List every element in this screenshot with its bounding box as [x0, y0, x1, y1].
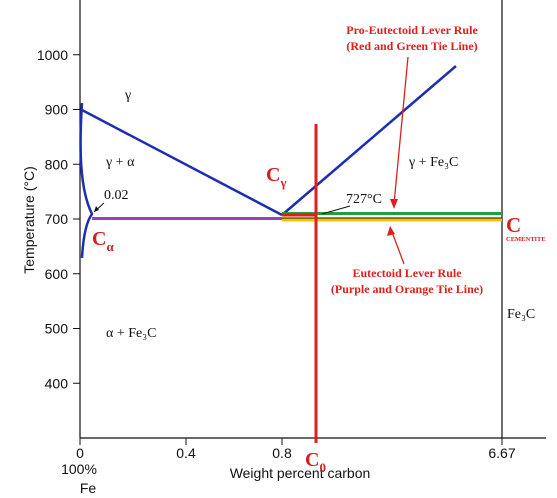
y-tick-label: 900	[45, 102, 69, 118]
tie-lines	[92, 124, 502, 443]
y-tick-label: 400	[45, 375, 69, 391]
origin-note-line2: Fe	[80, 480, 97, 496]
eutectoid-subtitle: (Purple and Orange Tie Line)	[331, 282, 483, 296]
c-cementite-subscript: CEMENTITE	[506, 236, 546, 243]
eutectoid-arrow	[391, 231, 405, 265]
pro-eutectoid-title: Pro-Eutectoid Lever Rule	[346, 23, 478, 37]
c-zero-subscript: 0	[319, 460, 326, 475]
y-tick-label: 500	[45, 321, 69, 337]
a3-line	[81, 108, 283, 217]
origin-note-line1: 100%	[61, 461, 97, 477]
c-gamma-label: Cγ	[266, 164, 287, 190]
x-tick-label: 6.67	[488, 445, 515, 461]
c-alpha-label: Cα	[92, 228, 114, 254]
c-gamma-subscript: γ	[279, 175, 286, 190]
temperature-label-727: 727°C	[346, 192, 382, 207]
y-axis-title: Temperature (°C)	[21, 166, 37, 274]
x-tick-label: 0.4	[176, 445, 196, 461]
alpha-solvus-line	[79, 102, 94, 259]
phase-label-fe3c: Fe₃C	[507, 307, 535, 322]
chart-axes: 400 500 600 700 800 900 1000 0 0.4 0.8 6.67 Tempera…	[21, 0, 546, 496]
phase-label-gamma: γ	[124, 88, 131, 103]
pro-eutectoid-subtitle: (Red and Green Tie Line)	[346, 39, 477, 53]
x-tick-label: 0.8	[272, 445, 292, 461]
phase-label-gamma-fe3c: γ + Fe₃C	[408, 155, 458, 170]
temperature-pointer	[321, 205, 351, 215]
pro-eutectoid-arrow	[393, 56, 409, 205]
eutectoid-title: Eutectoid Lever Rule	[352, 266, 462, 280]
y-tick-label: 1000	[37, 47, 68, 63]
pro-eutectoid-arrowhead	[390, 199, 398, 209]
c-cementite-label: C	[506, 213, 521, 237]
phase-label-alpha-fe3c: α + Fe₃C	[106, 326, 156, 341]
eutectoid-arrowhead	[387, 226, 395, 236]
composition-pointer-head	[94, 206, 99, 212]
composition-label-002: 0.02	[104, 188, 129, 203]
x-tick-label: 0	[76, 445, 84, 461]
c-alpha-subscript: α	[106, 239, 114, 254]
phase-label-gamma-alpha: γ + α	[105, 155, 135, 170]
y-tick-label: 600	[45, 266, 69, 282]
x-axis-title: Weight percent carbon	[230, 465, 371, 481]
y-tick-label: 800	[45, 156, 69, 172]
acm-line	[281, 65, 457, 216]
y-tick-label: 700	[45, 211, 69, 227]
